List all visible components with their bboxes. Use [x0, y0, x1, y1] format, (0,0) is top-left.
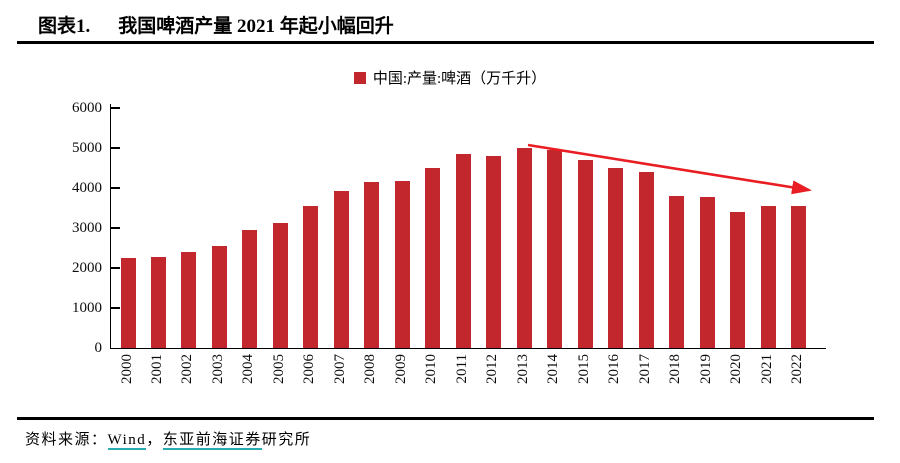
x-tick-label-2001: 2001 [148, 354, 165, 384]
y-tick [111, 187, 120, 189]
x-tick-label-2022: 2022 [789, 354, 805, 384]
y-tick-label: 5000 [72, 140, 102, 156]
y-tick [111, 147, 120, 149]
bar-2012 [486, 156, 502, 348]
bar-2021 [760, 206, 776, 348]
y-tick-label: 3000 [72, 220, 102, 236]
y-tick-label: 4000 [72, 180, 102, 196]
x-tick-label-2015: 2015 [575, 354, 592, 384]
bar-2014 [547, 150, 563, 348]
y-tick-label: 0 [94, 340, 103, 356]
legend-label: 中国:产量:啤酒（万千升） [372, 71, 547, 87]
legend-swatch-icon [353, 71, 366, 84]
source-line: 资料来源：Wind，东亚前海证券研究所 [25, 428, 312, 450]
y-tick [111, 307, 120, 309]
bar-2008 [364, 182, 380, 348]
bar-2011 [455, 154, 471, 348]
bar-2000 [120, 258, 136, 348]
y-tick-label: 2000 [72, 260, 102, 276]
bar-2013 [516, 148, 532, 348]
figure-title: 我国啤酒产量 2021 年起小幅回升 [118, 16, 394, 37]
source-suffix: 研究所 [261, 432, 312, 448]
y-tick [111, 227, 120, 229]
footer-rule [17, 417, 874, 420]
y-tick-label: 6000 [72, 100, 102, 116]
x-tick-label-2006: 2006 [301, 354, 318, 384]
x-tick-label-2000: 2000 [118, 354, 135, 384]
x-tick-label-2020: 2020 [728, 354, 745, 384]
x-tick-label-2021: 2021 [758, 354, 775, 384]
bar-2019 [699, 197, 715, 348]
source-separator: ， [146, 432, 163, 448]
bar-2010 [425, 168, 441, 348]
bar-2004 [242, 230, 258, 348]
x-tick-label-2018: 2018 [667, 354, 684, 384]
bar-2003 [211, 246, 227, 348]
y-tick-label: 1000 [72, 300, 102, 316]
bar-2022 [791, 206, 806, 348]
header-rule [17, 41, 874, 44]
x-tick-label-2016: 2016 [606, 354, 623, 384]
plot-area [110, 104, 826, 349]
bar-2018 [669, 196, 685, 348]
y-tick [111, 267, 120, 269]
bar-2015 [577, 159, 593, 348]
x-tick-label-2002: 2002 [179, 354, 196, 384]
x-tick-label-2017: 2017 [636, 354, 653, 384]
bar-2020 [730, 212, 746, 348]
bar-2007 [333, 190, 349, 348]
bar-2001 [150, 256, 166, 348]
figure-header: 图表1. 我国啤酒产量 2021 年起小幅回升 [38, 11, 394, 38]
source-prefix: 资料来源： [25, 432, 108, 448]
x-tick-label-2004: 2004 [240, 354, 257, 384]
x-tick-label-2005: 2005 [270, 354, 287, 384]
source-link-wind[interactable]: Wind [107, 432, 147, 450]
bar-2002 [181, 252, 197, 348]
x-tick-label-2009: 2009 [392, 354, 409, 384]
source-link-dongya[interactable]: 东亚前海证券 [162, 432, 262, 450]
y-tick [111, 107, 120, 109]
x-tick-label-2011: 2011 [453, 354, 470, 384]
chart-legend: 中国:产量:啤酒（万千升） [0, 67, 900, 88]
x-tick-label-2003: 2003 [209, 354, 226, 384]
x-tick-label-2013: 2013 [514, 354, 531, 384]
x-tick-label-2010: 2010 [423, 354, 440, 384]
figure-label: 图表1. [38, 16, 91, 37]
x-tick-label-2014: 2014 [545, 354, 562, 384]
bar-2016 [608, 168, 624, 348]
bar-2006 [303, 206, 319, 348]
bar-2005 [272, 223, 288, 348]
x-tick-label-2012: 2012 [484, 354, 501, 384]
x-tick-label-2007: 2007 [331, 354, 348, 384]
x-tick-label-2008: 2008 [362, 354, 379, 384]
bar-2017 [638, 172, 654, 348]
x-tick-label-2019: 2019 [697, 354, 714, 384]
bar-2009 [394, 181, 410, 348]
